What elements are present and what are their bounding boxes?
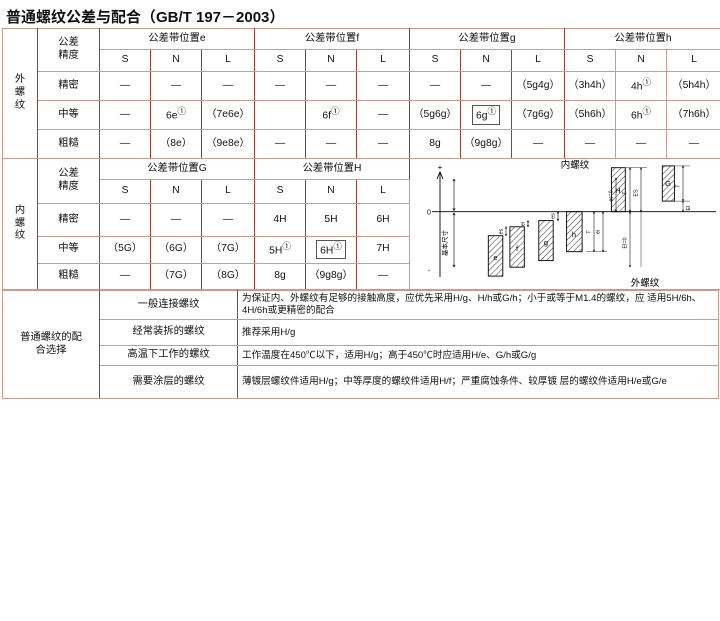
svg-text:外螺纹: 外螺纹: [631, 277, 660, 289]
svg-text:es: es: [551, 213, 557, 219]
svg-text:EI: EI: [686, 205, 692, 210]
svg-text:基本尺寸: 基本尺寸: [440, 230, 449, 257]
svg-text:h: h: [572, 230, 576, 239]
svg-text:内螺纹: 内螺纹: [561, 159, 590, 171]
svg-text:ei: ei: [521, 222, 527, 226]
svg-text:e: e: [493, 253, 497, 262]
svg-text:G: G: [665, 179, 671, 188]
svg-text:H: H: [615, 186, 620, 195]
svg-text:EI=0: EI=0: [623, 237, 629, 248]
svg-text:ei: ei: [596, 230, 602, 234]
svg-text:T: T: [676, 184, 682, 188]
svg-text:g: g: [544, 238, 548, 247]
svg-text:+: +: [438, 163, 443, 172]
svg-text:0: 0: [427, 210, 431, 217]
svg-text:ES: ES: [634, 189, 640, 197]
svg-text:T: T: [587, 230, 593, 234]
svg-text:-: -: [428, 268, 431, 275]
svg-text:es: es: [499, 228, 505, 234]
